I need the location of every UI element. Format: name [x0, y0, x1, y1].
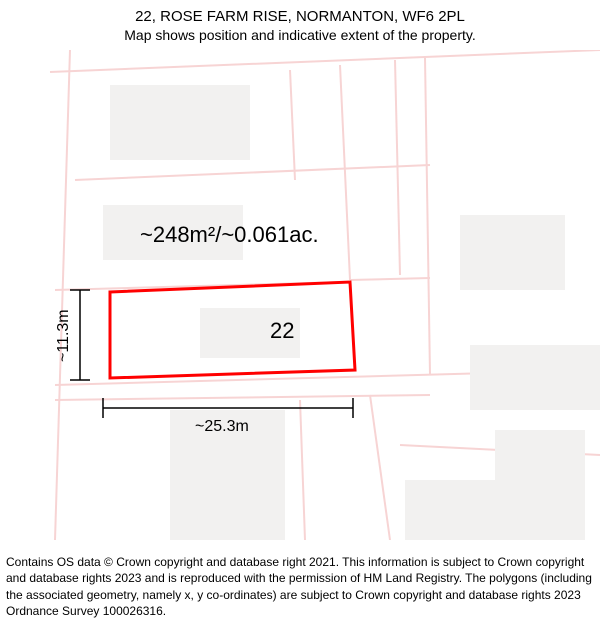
building-footprint	[460, 215, 565, 290]
road-line	[425, 58, 430, 375]
width-dimension-label: ~25.3m	[195, 418, 249, 436]
road-line	[300, 400, 305, 540]
road-line	[290, 70, 295, 180]
road-line	[350, 278, 430, 280]
header-block: 22, ROSE FARM RISE, NORMANTON, WF6 2PL M…	[0, 8, 600, 43]
copyright-footer: Contains OS data © Crown copyright and d…	[6, 554, 594, 619]
road-line	[75, 165, 430, 180]
subtitle: Map shows position and indicative extent…	[0, 27, 600, 43]
road-line	[55, 395, 430, 400]
height-dimension-label: ~11.3m	[55, 309, 73, 362]
road-line	[395, 60, 400, 275]
house-number: 22	[270, 318, 294, 344]
road-line	[370, 395, 390, 540]
building-footprint	[470, 345, 600, 410]
height-dimension-bracket	[70, 290, 90, 380]
map-canvas: ~248m²/~0.061ac. 22 ~25.3m ~11.3m	[0, 50, 600, 540]
building-footprint	[405, 480, 585, 540]
address-title: 22, ROSE FARM RISE, NORMANTON, WF6 2PL	[0, 8, 600, 25]
road-line	[50, 50, 600, 72]
building-footprint	[495, 430, 585, 480]
road-line	[55, 50, 70, 540]
road-line	[340, 65, 350, 280]
area-label: ~248m²/~0.061ac.	[140, 222, 319, 248]
map-svg	[0, 50, 600, 540]
building-footprint	[110, 85, 250, 160]
